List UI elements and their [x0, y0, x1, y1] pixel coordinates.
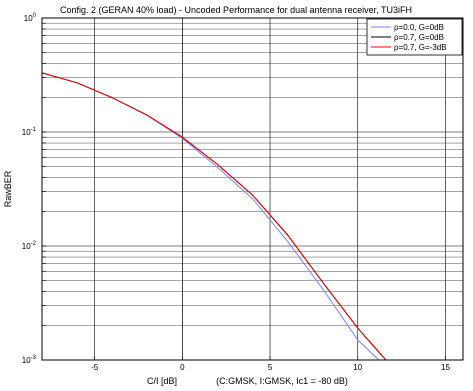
- x-axis-label: C/I [dB]: [147, 376, 177, 386]
- x-tick-label: -5: [91, 363, 99, 372]
- chart-title: Config. 2 (GERAN 40% load) - Uncoded Per…: [60, 5, 412, 15]
- y-tick-label: 100: [24, 13, 37, 23]
- legend-label: ρ=0.7, G=0dB: [394, 33, 444, 42]
- x-tick-label: 10: [353, 363, 362, 372]
- x-tick-label: 0: [180, 363, 185, 372]
- x-axis-note: (C:GMSK, I:GMSK, Ic1 = -80 dB): [216, 376, 348, 386]
- x-tick-label: 5: [268, 363, 273, 372]
- y-tick-label: 10-2: [22, 241, 37, 251]
- series-lines: [41, 72, 387, 361]
- legend-label: ρ=0.0, G=0dB: [394, 23, 444, 32]
- y-tick-label: 10-3: [22, 355, 37, 365]
- x-tick-label: 15: [441, 363, 450, 372]
- series-line-3: [41, 72, 387, 361]
- y-tick-label: 10-1: [22, 127, 37, 137]
- legend-label: ρ=0.7, G=-3dB: [394, 43, 447, 52]
- y-axis-label: RawBER: [3, 170, 13, 207]
- plot-area: [41, 17, 464, 361]
- axis-ticks: -5 0 5 10 15 100 10-1 10-2 10-3: [22, 13, 451, 372]
